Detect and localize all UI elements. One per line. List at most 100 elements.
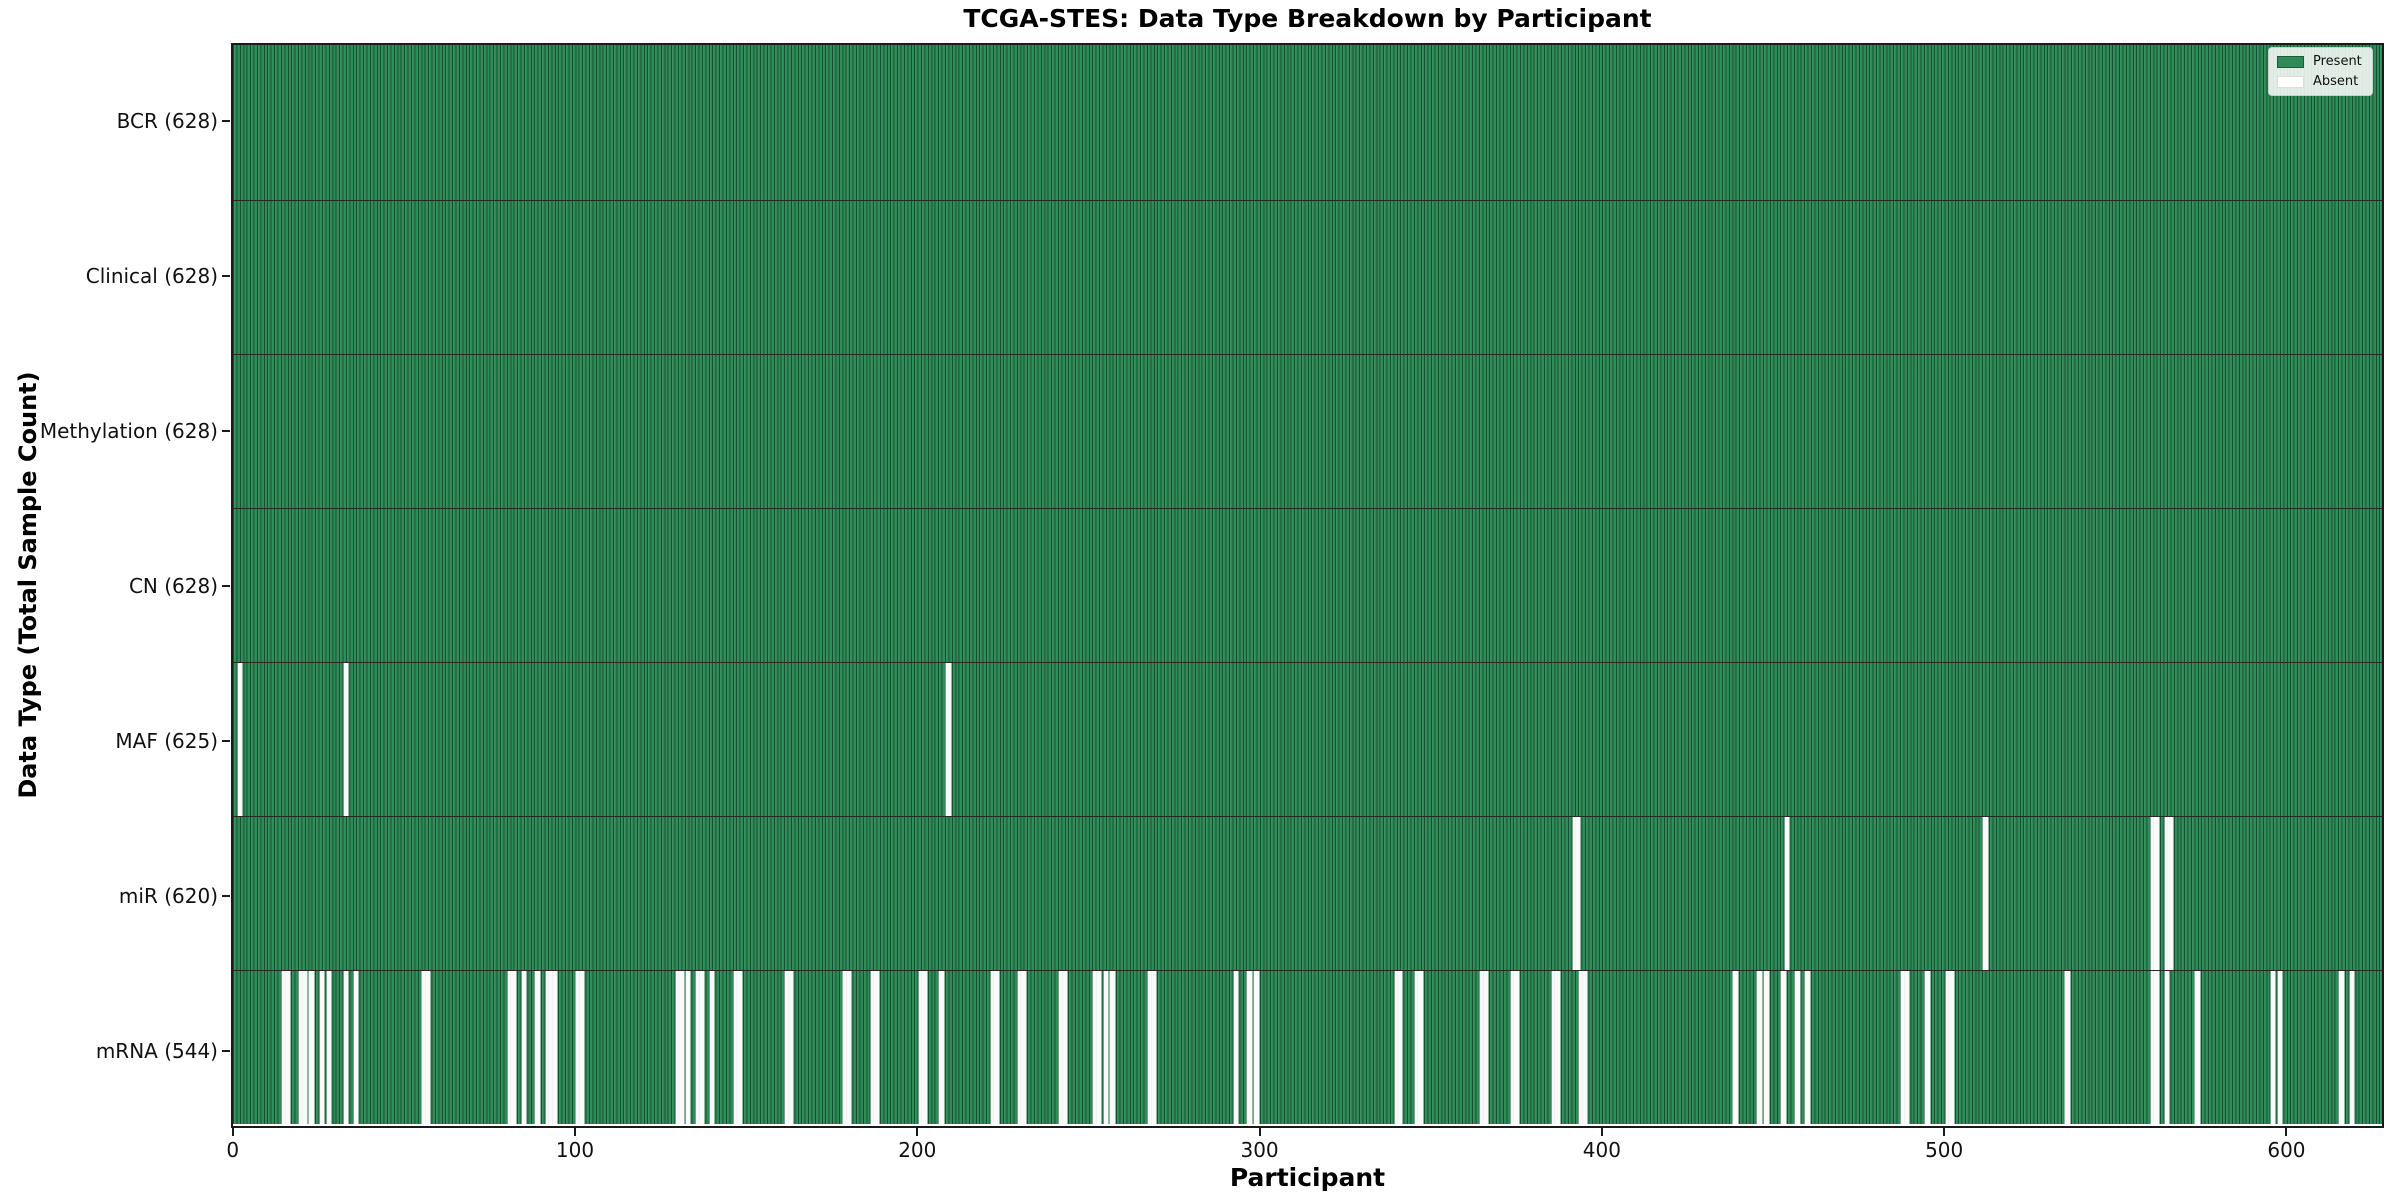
absent-stripe [1021,971,1026,1124]
absent-stripe [685,971,691,1124]
absent-stripe [788,971,794,1124]
x-tick-label-500: 500 [1925,1138,1964,1162]
absent-stripe [1572,817,1578,970]
absent-stripe [1247,971,1252,1124]
absent-stripe [1483,971,1489,1124]
y-tick-mark [222,894,230,897]
absent-stripe [918,971,924,1124]
absent-stripe [1415,971,1420,1124]
absent-stripe [1514,971,1519,1124]
absent-stripe [2164,817,2170,970]
x-tick-mark [231,1128,234,1136]
x-tick-label-200: 200 [898,1138,937,1162]
absent-stripe [282,971,287,1124]
legend-absent-label: Absent [2313,74,2359,89]
legend-item-present: Present [2277,54,2362,69]
absent-stripe [1418,971,1423,1124]
absent-stripe [1925,971,1930,1124]
absent-stripe [425,971,431,1124]
absent-stripe [326,971,332,1124]
absent-stripe [1062,971,1067,1124]
absent-swatch-icon [2277,75,2304,88]
heatmap-row-cn [233,508,2382,662]
absent-stripe [1555,971,1560,1124]
x-tick-mark [1258,1128,1261,1136]
absent-stripe [1901,971,1906,1124]
absent-stripe [874,971,879,1124]
absent-stripe [302,971,308,1124]
absent-stripe [699,971,705,1124]
absent-stripe [576,971,581,1124]
absent-stripe [785,971,790,1124]
x-tick-mark [2285,1128,2288,1136]
absent-stripe [994,971,999,1124]
absent-stripe [535,971,540,1124]
legend: Present Absent [2268,47,2373,96]
absent-stripe [709,971,715,1124]
absent-stripe [508,971,513,1124]
absent-stripe [1582,971,1588,1124]
absent-stripe [1233,971,1239,1124]
absent-stripe [1983,817,1988,970]
present-fill [233,45,2382,200]
absent-stripe [299,971,304,1124]
absent-stripe [1110,971,1115,1124]
heatmap-row-clinical [233,200,2382,354]
absent-stripe [1093,971,1098,1124]
absent-stripe [1018,971,1023,1124]
y-tick-mark [222,584,230,587]
y-tick-label-mrna: mRNA (544) [95,1038,218,1063]
y-tick-mark [222,739,230,742]
present-swatch-icon [2277,55,2304,68]
heatmap-row-bcr [233,45,2382,200]
absent-stripe [309,971,314,1124]
absent-stripe [237,663,243,816]
absent-stripe [1148,971,1153,1124]
absent-stripe [343,663,349,816]
absent-stripe [343,971,349,1124]
y-axis-label: Data Type (Total Sample Count) [14,371,42,799]
present-fill [233,509,2382,662]
absent-stripe [1904,971,1910,1124]
absent-stripe [1949,971,1954,1124]
x-tick-mark [1943,1128,1946,1136]
absent-stripe [843,971,848,1124]
absent-stripe [2270,971,2276,1124]
absent-stripe [353,971,359,1124]
y-tick-label-mir: miR (620) [118,883,218,908]
absent-stripe [946,663,951,816]
absent-stripe [990,971,996,1124]
absent-stripe [2277,971,2283,1124]
absent-stripe [521,971,527,1124]
heatmap-row-maf [233,662,2382,816]
absent-stripe [696,971,701,1124]
absent-stripe [579,971,585,1124]
plot-area [231,43,2384,1128]
absent-stripe [319,971,325,1124]
absent-stripe [2164,971,2170,1124]
absent-stripe [679,971,684,1124]
x-axis-label: Participant [1229,1163,1386,1192]
absent-stripe [1151,971,1156,1124]
absent-stripe [1575,817,1581,970]
chart-title: TCGA-STES: Data Type Breakdown by Partic… [963,4,1652,33]
absent-stripe [870,971,876,1124]
absent-stripe [285,971,291,1124]
legend-item-absent: Absent [2277,74,2362,89]
absent-stripe [2339,971,2344,1124]
absent-stripe [1394,971,1400,1124]
x-tick-mark [1600,1128,1603,1136]
y-tick-mark [222,119,230,122]
absent-stripe [1757,971,1762,1124]
present-fill [233,201,2382,354]
absent-stripe [2168,817,2173,970]
heatmap-row-mrna [233,970,2382,1124]
absent-stripe [2150,817,2156,970]
absent-stripe [1784,817,1790,970]
y-tick-label-clinical: Clinical (628) [85,263,218,288]
x-tick-label-300: 300 [1240,1138,1279,1162]
present-fill [233,971,2382,1124]
absent-stripe [1397,971,1403,1124]
legend-present-label: Present [2313,54,2362,69]
